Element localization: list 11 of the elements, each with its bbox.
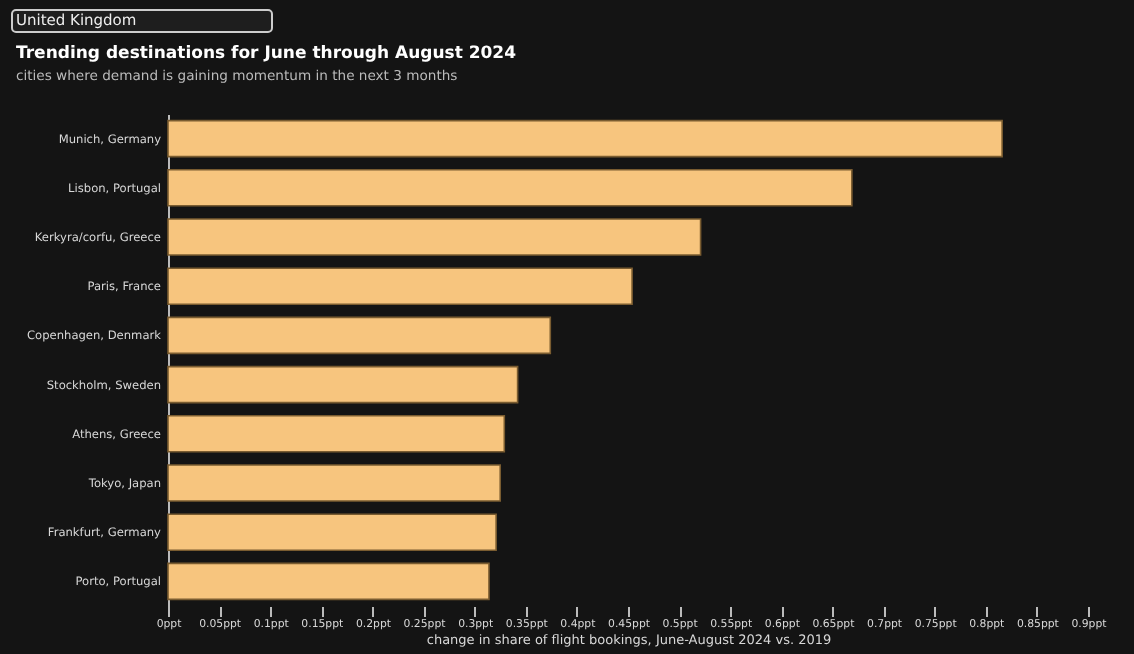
- bar: [167, 513, 497, 551]
- bar: [167, 415, 506, 453]
- chart-title: Trending destinations for June through August 2024: [16, 44, 517, 64]
- bar: [167, 464, 502, 502]
- bar: [167, 267, 633, 305]
- bar: [167, 562, 490, 601]
- bar: [167, 169, 853, 207]
- bar: [167, 365, 519, 404]
- bar: [167, 218, 702, 256]
- bar: [167, 119, 1003, 158]
- bar: [167, 316, 552, 355]
